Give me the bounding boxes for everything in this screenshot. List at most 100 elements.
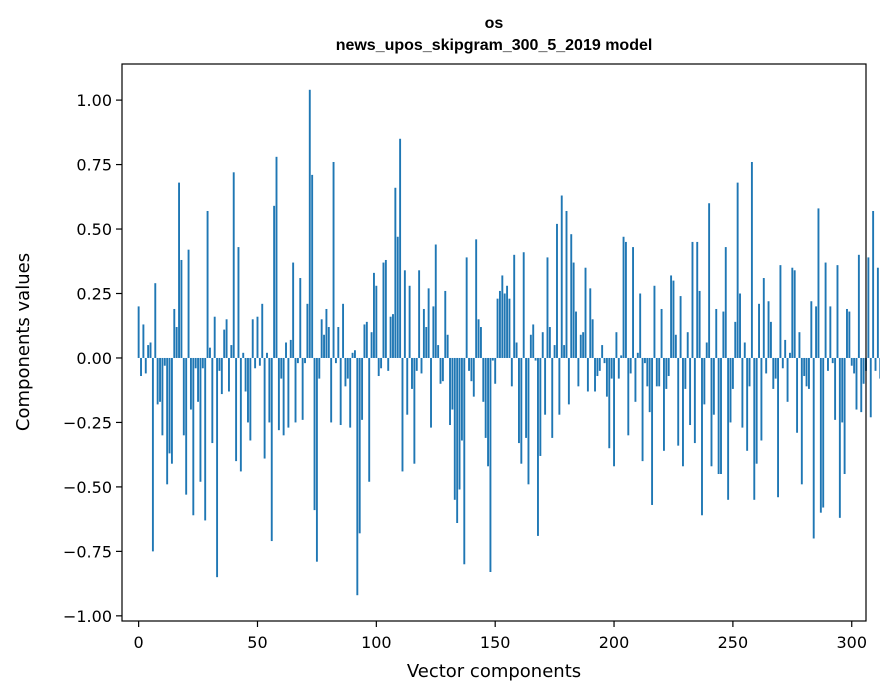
y-tick-label: 0.50 bbox=[76, 220, 112, 239]
bar bbox=[206, 210, 209, 358]
bar bbox=[178, 182, 180, 358]
bar bbox=[368, 357, 371, 482]
bar bbox=[639, 293, 642, 358]
bar bbox=[679, 296, 682, 358]
bar bbox=[339, 357, 342, 426]
bar bbox=[836, 265, 839, 358]
bar bbox=[441, 357, 444, 382]
bar bbox=[292, 262, 295, 358]
bar bbox=[788, 352, 791, 358]
bar bbox=[841, 357, 844, 423]
bar bbox=[570, 234, 573, 358]
bar bbox=[273, 205, 276, 358]
bar bbox=[484, 357, 487, 438]
bar bbox=[527, 357, 530, 485]
bar bbox=[401, 357, 404, 472]
bar bbox=[565, 210, 568, 358]
bar bbox=[506, 285, 509, 358]
bar bbox=[750, 161, 753, 358]
bar bbox=[544, 357, 547, 415]
bar bbox=[140, 357, 142, 377]
bar bbox=[769, 321, 772, 358]
bar bbox=[781, 357, 784, 369]
bar bbox=[760, 357, 763, 441]
bar bbox=[686, 332, 689, 358]
bar bbox=[850, 357, 853, 366]
bar bbox=[743, 342, 746, 358]
bar bbox=[601, 345, 604, 358]
bar bbox=[491, 357, 494, 361]
bar bbox=[289, 339, 292, 358]
bar bbox=[815, 306, 818, 358]
bar bbox=[734, 321, 737, 358]
bar bbox=[855, 357, 858, 410]
bar bbox=[703, 357, 706, 405]
bar bbox=[603, 357, 606, 364]
bar bbox=[380, 357, 383, 369]
bar bbox=[803, 357, 806, 377]
bar bbox=[838, 357, 841, 518]
bar bbox=[722, 311, 725, 358]
y-tick-label: −0.50 bbox=[63, 478, 112, 497]
bar bbox=[142, 324, 145, 358]
bar bbox=[318, 357, 321, 379]
bar bbox=[463, 357, 466, 565]
bar bbox=[301, 357, 304, 420]
x-tick-label: 300 bbox=[836, 633, 867, 652]
bar bbox=[805, 357, 808, 387]
bar bbox=[682, 357, 684, 467]
bar bbox=[667, 357, 670, 377]
bar bbox=[605, 357, 608, 397]
bar bbox=[456, 357, 459, 524]
bar bbox=[827, 357, 829, 371]
x-tick-label: 0 bbox=[134, 633, 144, 652]
bar bbox=[163, 357, 166, 366]
bar bbox=[717, 357, 720, 475]
bar bbox=[261, 303, 264, 358]
y-tick-label: 0.00 bbox=[76, 349, 112, 368]
bar bbox=[817, 208, 820, 358]
bar bbox=[415, 357, 418, 371]
bar bbox=[275, 156, 278, 358]
bar bbox=[848, 311, 851, 358]
y-tick-label: 0.25 bbox=[76, 285, 112, 304]
bar bbox=[156, 357, 159, 405]
bar bbox=[736, 182, 739, 358]
bar bbox=[420, 357, 423, 374]
bar bbox=[254, 357, 257, 369]
bar bbox=[596, 357, 599, 377]
bar bbox=[739, 293, 741, 358]
bar bbox=[705, 342, 708, 358]
bar bbox=[636, 352, 639, 358]
bar bbox=[187, 249, 190, 358]
bar bbox=[648, 357, 651, 413]
x-tick-label: 250 bbox=[718, 633, 749, 652]
bar bbox=[784, 339, 787, 358]
bar bbox=[518, 357, 520, 444]
bar bbox=[551, 357, 554, 438]
bar bbox=[710, 357, 713, 467]
bar bbox=[399, 138, 402, 358]
bar bbox=[634, 357, 637, 402]
bar bbox=[791, 267, 794, 358]
bar bbox=[520, 357, 523, 464]
bar bbox=[660, 308, 663, 358]
bar bbox=[418, 270, 421, 358]
bar bbox=[624, 241, 627, 358]
bar bbox=[537, 357, 539, 536]
bar bbox=[731, 357, 734, 389]
bar bbox=[532, 324, 535, 358]
bar bbox=[228, 357, 230, 392]
bar bbox=[831, 357, 834, 364]
bar bbox=[586, 357, 589, 392]
bar bbox=[192, 357, 195, 516]
bar bbox=[779, 265, 782, 358]
bar bbox=[211, 357, 214, 444]
y-axis-label: Components values bbox=[13, 253, 34, 431]
bar bbox=[356, 357, 359, 596]
y-tick-label: −0.75 bbox=[63, 542, 112, 561]
bar bbox=[786, 357, 789, 402]
bar bbox=[765, 357, 768, 374]
bar bbox=[522, 252, 525, 358]
